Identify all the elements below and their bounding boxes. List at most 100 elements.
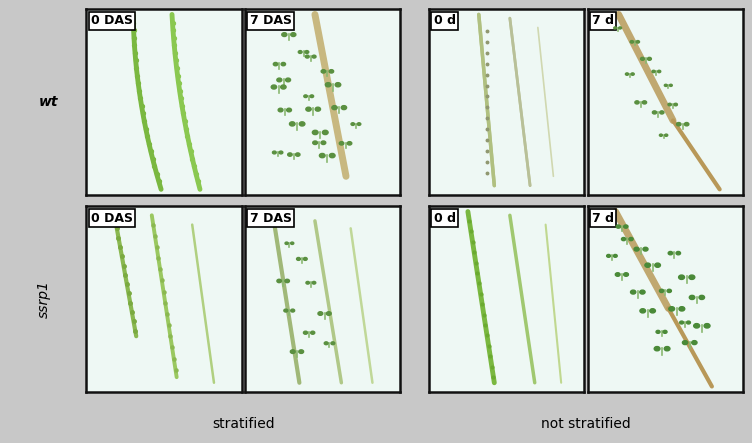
Ellipse shape — [640, 309, 645, 313]
Ellipse shape — [678, 275, 684, 280]
Ellipse shape — [291, 33, 296, 36]
Ellipse shape — [607, 254, 611, 257]
Ellipse shape — [332, 105, 337, 109]
Ellipse shape — [324, 342, 328, 345]
Ellipse shape — [647, 57, 651, 60]
Ellipse shape — [623, 273, 629, 276]
Ellipse shape — [650, 309, 656, 313]
Ellipse shape — [287, 108, 292, 112]
Ellipse shape — [652, 70, 655, 73]
Ellipse shape — [318, 312, 323, 315]
Ellipse shape — [619, 27, 621, 29]
Ellipse shape — [320, 153, 325, 158]
Ellipse shape — [657, 70, 661, 73]
Ellipse shape — [654, 346, 660, 351]
Ellipse shape — [687, 321, 690, 324]
Ellipse shape — [663, 330, 667, 334]
Text: 7 d: 7 d — [592, 212, 614, 225]
Ellipse shape — [273, 62, 277, 66]
Ellipse shape — [660, 134, 663, 136]
Ellipse shape — [699, 295, 705, 299]
Ellipse shape — [305, 55, 309, 58]
Ellipse shape — [669, 252, 673, 255]
Text: 0 DAS: 0 DAS — [91, 212, 133, 225]
Ellipse shape — [272, 151, 276, 154]
Ellipse shape — [311, 331, 315, 334]
Ellipse shape — [616, 225, 620, 228]
Ellipse shape — [631, 73, 634, 75]
Ellipse shape — [357, 123, 361, 125]
Ellipse shape — [278, 108, 283, 112]
Ellipse shape — [704, 323, 710, 328]
Ellipse shape — [335, 83, 341, 87]
Ellipse shape — [668, 103, 672, 106]
Ellipse shape — [676, 252, 681, 255]
Ellipse shape — [296, 153, 300, 156]
Ellipse shape — [280, 85, 286, 89]
Ellipse shape — [677, 123, 681, 126]
Ellipse shape — [630, 41, 634, 43]
Ellipse shape — [660, 289, 664, 292]
Ellipse shape — [290, 242, 294, 245]
Ellipse shape — [304, 95, 308, 97]
Ellipse shape — [680, 321, 684, 324]
Text: not stratified: not stratified — [541, 417, 631, 431]
Ellipse shape — [692, 341, 697, 345]
Ellipse shape — [669, 307, 675, 311]
Ellipse shape — [304, 331, 308, 334]
Ellipse shape — [285, 279, 290, 283]
Ellipse shape — [690, 295, 695, 299]
Ellipse shape — [296, 257, 300, 260]
Ellipse shape — [623, 225, 628, 228]
Ellipse shape — [645, 263, 650, 267]
Ellipse shape — [641, 57, 644, 60]
Text: 0 d: 0 d — [434, 212, 456, 225]
Ellipse shape — [281, 62, 286, 66]
Ellipse shape — [329, 70, 334, 73]
Ellipse shape — [291, 309, 295, 312]
Ellipse shape — [656, 330, 660, 334]
Text: 0 DAS: 0 DAS — [91, 15, 133, 27]
Ellipse shape — [635, 101, 639, 104]
Ellipse shape — [279, 151, 283, 154]
Ellipse shape — [312, 281, 316, 284]
Ellipse shape — [621, 237, 626, 241]
Ellipse shape — [341, 105, 347, 109]
Ellipse shape — [640, 290, 645, 294]
Ellipse shape — [643, 247, 648, 251]
Ellipse shape — [674, 103, 678, 106]
Ellipse shape — [299, 51, 302, 54]
Ellipse shape — [615, 273, 620, 276]
Text: 7 d: 7 d — [592, 15, 614, 27]
Ellipse shape — [667, 289, 672, 292]
Ellipse shape — [626, 73, 629, 75]
Ellipse shape — [285, 242, 288, 245]
Ellipse shape — [664, 346, 670, 351]
Ellipse shape — [669, 84, 672, 86]
Ellipse shape — [664, 84, 667, 86]
Ellipse shape — [299, 122, 305, 126]
Ellipse shape — [277, 78, 282, 82]
Ellipse shape — [347, 142, 352, 145]
Ellipse shape — [634, 247, 639, 251]
Ellipse shape — [339, 142, 344, 145]
Ellipse shape — [290, 350, 296, 354]
Ellipse shape — [271, 85, 277, 89]
Ellipse shape — [679, 307, 685, 311]
Ellipse shape — [323, 130, 328, 135]
Ellipse shape — [299, 350, 304, 354]
Ellipse shape — [682, 341, 688, 345]
Ellipse shape — [321, 70, 326, 73]
Ellipse shape — [277, 279, 281, 283]
Ellipse shape — [689, 275, 695, 280]
Ellipse shape — [331, 342, 335, 345]
Ellipse shape — [321, 141, 326, 144]
Ellipse shape — [290, 122, 295, 126]
Ellipse shape — [630, 290, 636, 294]
Ellipse shape — [655, 263, 660, 267]
Ellipse shape — [306, 107, 311, 111]
Ellipse shape — [315, 107, 320, 111]
Ellipse shape — [660, 111, 664, 114]
Ellipse shape — [282, 33, 287, 36]
Text: 7 DAS: 7 DAS — [250, 15, 292, 27]
